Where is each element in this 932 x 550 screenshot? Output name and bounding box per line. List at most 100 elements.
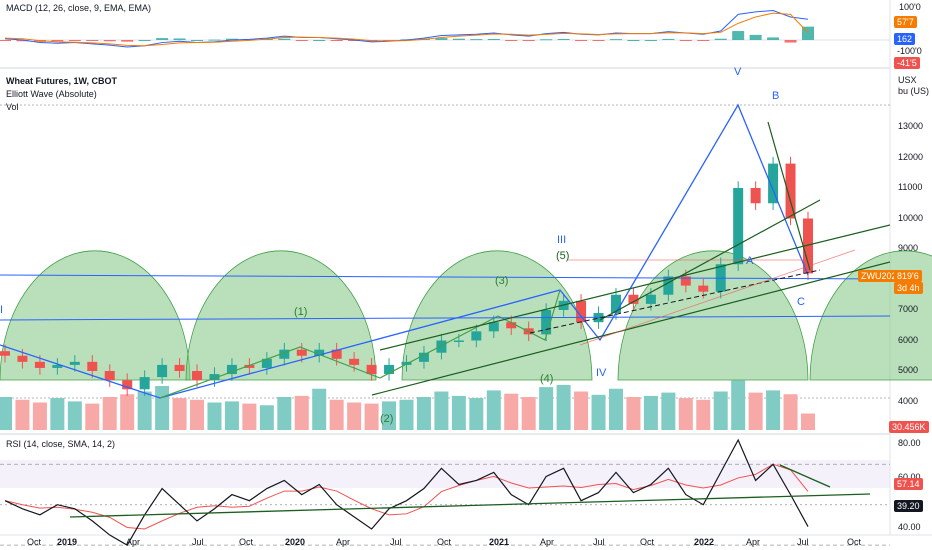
volume-bar [626, 397, 641, 430]
rsi-sma-tag: 57.14 [894, 478, 923, 490]
candle [157, 364, 168, 378]
macd-histogram-bar [592, 40, 605, 41]
volume-bar [766, 390, 781, 430]
wave-label-b: B [772, 90, 780, 102]
signal-line [4, 12, 809, 47]
candle [610, 294, 621, 314]
rsi-legend[interactable]: RSI (14, close, SMA, 14, 2) [6, 439, 116, 449]
volume-bar [85, 403, 100, 430]
wave-label-1: (1) [294, 306, 308, 318]
volume-bar [67, 401, 82, 430]
macd-signal-tag: 57'7 [894, 16, 917, 28]
wave-label-3: (3) [495, 275, 509, 287]
time-axis-label: Jul [390, 537, 402, 547]
volume-tag: 30.456K [889, 421, 929, 433]
macd-histogram-bar [732, 31, 745, 40]
macd-histogram-bar [714, 38, 727, 40]
rsi-scale-80: 80.00 [898, 438, 921, 448]
macd-scale-top: 100'0 [899, 2, 921, 12]
volume-bar [539, 387, 554, 430]
macd-histogram-bar [0, 40, 11, 41]
macd-histogram-bar [627, 40, 640, 41]
price-axis-label: 13000 [898, 121, 924, 131]
candle [733, 188, 744, 265]
candle [750, 188, 761, 204]
macd-histogram-bar [679, 40, 692, 41]
candle [680, 276, 691, 286]
rsi-line [4, 438, 809, 546]
candle [104, 371, 115, 381]
macd-histogram-bar [191, 40, 204, 41]
time-axis-label: Apr [540, 537, 555, 547]
volume-bar [713, 391, 728, 430]
candle [261, 358, 272, 368]
candle [471, 331, 482, 341]
wave-label-a: A [746, 255, 754, 267]
volume-bar [748, 392, 763, 430]
price-axis-label: 9000 [898, 243, 919, 253]
cycle-arc-0 [0, 250, 191, 381]
volume-bar [207, 402, 222, 430]
volume-bar [277, 397, 292, 430]
candle [576, 300, 587, 323]
macd-histogram-bar [767, 37, 780, 40]
channel-line-top [379, 224, 891, 351]
price-axis-label: 4000 [898, 395, 919, 406]
volume-bar [347, 402, 362, 430]
rsi-support-trend [69, 493, 871, 518]
time-axis-label: Oct [239, 537, 254, 547]
time-axis-label: 2022 [694, 537, 715, 547]
macd-histogram-bar [609, 39, 622, 41]
volume-bar [608, 388, 623, 430]
macd-histogram-bar [644, 40, 657, 41]
volume-bar [172, 398, 187, 430]
volume-bar [556, 384, 571, 430]
volume-legend[interactable]: Vol [6, 102, 19, 112]
macd-histogram-bar [121, 40, 134, 42]
candle [331, 349, 342, 359]
macd-histogram-bar [575, 40, 588, 41]
volume-bar [137, 391, 152, 430]
rsi-resistance-trend [779, 464, 831, 488]
wave-label-5: (5) [556, 250, 570, 262]
volume-bar [120, 394, 135, 430]
macd-histogram-bar [16, 40, 29, 42]
cycle-arc-2 [401, 250, 593, 381]
candle [401, 361, 412, 365]
candle [52, 364, 63, 368]
candle [541, 310, 552, 335]
symbol-title[interactable]: Wheat Futures, 1W, CBOT [6, 76, 118, 86]
candle [698, 285, 709, 292]
volume-bar [451, 395, 466, 430]
candle [663, 276, 674, 295]
price-axis-label: 12000 [898, 151, 924, 162]
channel-line-bottom [371, 261, 891, 396]
macd-histogram-bar [68, 40, 81, 41]
volume-bar [434, 391, 449, 430]
macd-histogram-bar [435, 38, 448, 40]
candle [314, 349, 325, 356]
wave-label-2: (2) [380, 413, 394, 425]
price-axis-label: 6000 [898, 334, 919, 345]
wave-label-i: I [0, 304, 4, 316]
volume-bar [294, 395, 309, 430]
macd-legend: MACD (12, 26, close, 9, EMA, EMA) [6, 3, 152, 13]
macd-histogram-bar [330, 40, 343, 41]
volume-bar [102, 397, 117, 430]
macd-histogram-bar [557, 38, 570, 40]
volume-bar [312, 388, 327, 430]
volume-bar [382, 401, 397, 430]
volume-bar [696, 399, 711, 430]
macd-line-tag: 162 [894, 33, 916, 45]
indicator-legend[interactable]: Elliott Wave (Absolute) [6, 89, 97, 99]
macd-histogram-bar [51, 40, 64, 42]
cycle-arc-1 [185, 250, 377, 381]
macd-histogram-bar [295, 40, 308, 41]
volume-bar [0, 397, 12, 430]
volume-bar [50, 398, 65, 430]
support-line-upper [0, 274, 891, 280]
macd-histogram-bar [225, 38, 238, 40]
macd-histogram-bar [470, 39, 483, 41]
